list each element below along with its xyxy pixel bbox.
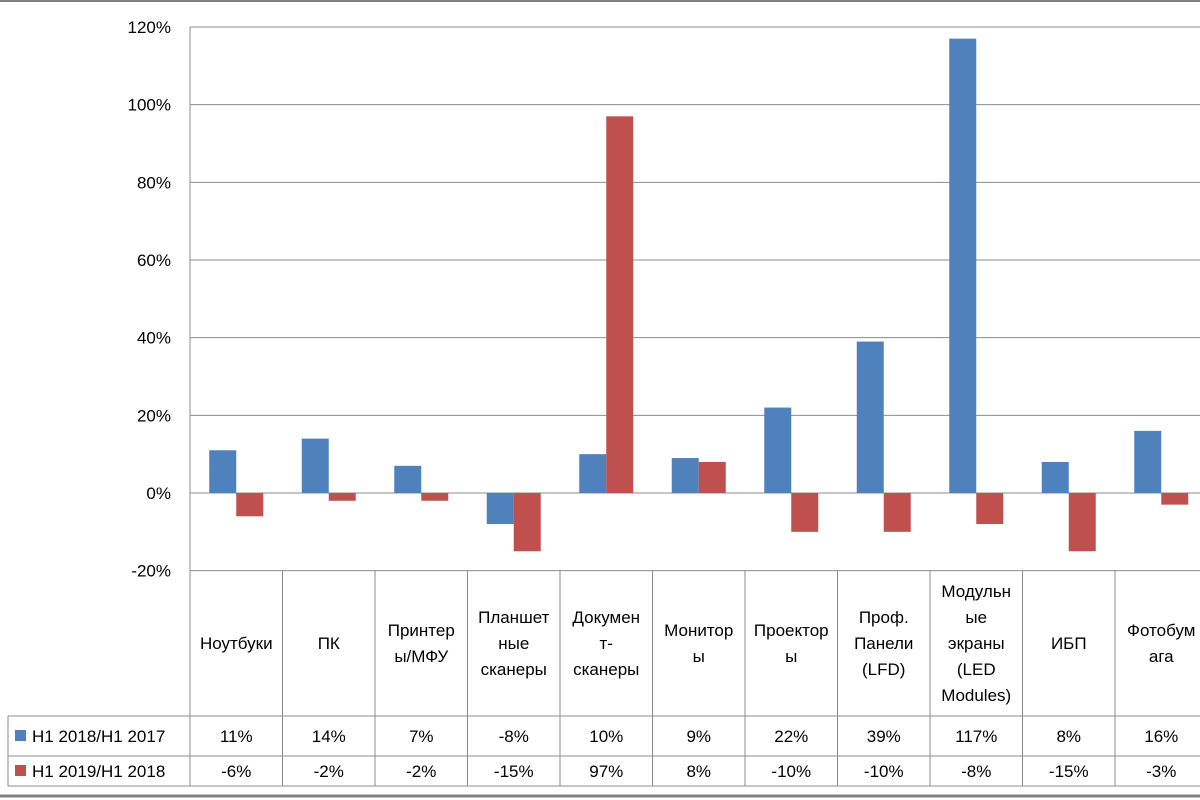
bar-series-2 (328, 493, 356, 501)
data-label: -2% (314, 762, 344, 781)
legend-swatch (15, 730, 26, 741)
bar-series-1 (1041, 461, 1069, 493)
bar-series-2 (513, 493, 541, 552)
bar-series-1 (671, 458, 699, 493)
data-label: -8% (499, 727, 529, 746)
bar-series-1 (1134, 430, 1162, 493)
data-label: 14% (312, 727, 346, 746)
data-label: 10% (589, 727, 623, 746)
y-tick-label: 60% (137, 251, 171, 270)
bar-series-1 (209, 450, 237, 493)
y-tick-label: 80% (137, 173, 171, 192)
data-label: 9% (686, 727, 711, 746)
bar-series-2 (698, 461, 726, 493)
category-label: ИБП (1051, 634, 1087, 653)
bar-series-2 (236, 493, 264, 517)
category-label: Фотобум ага (1127, 621, 1195, 666)
data-label: 97% (589, 762, 623, 781)
category-label: Принтер ы/МФУ (388, 621, 455, 666)
category-label: Проектор ы (754, 621, 829, 666)
data-label: -10% (864, 762, 904, 781)
category-label: Докумен т-сканеры (572, 608, 640, 679)
data-label: -6% (221, 762, 251, 781)
data-label: -10% (771, 762, 811, 781)
bar-series-2 (791, 493, 819, 532)
bar-series-2 (1161, 493, 1189, 505)
data-label: -15% (494, 762, 534, 781)
data-label: 11% (220, 727, 253, 746)
bar-series-2 (976, 493, 1004, 525)
bar-series-1 (301, 438, 329, 493)
category-label: Ноутбуки (200, 634, 273, 653)
y-tick-label: 40% (137, 329, 171, 348)
data-label: 39% (867, 727, 901, 746)
bars (209, 38, 1189, 552)
bar-series-2 (1068, 493, 1096, 552)
y-tick-label: 0% (146, 484, 171, 503)
y-tick-label: 20% (137, 406, 171, 425)
data-label: 7% (409, 727, 434, 746)
bar-series-1 (486, 493, 514, 525)
legend-label: H1 2019/H1 2018 (32, 762, 165, 781)
bar-series-1 (579, 454, 607, 493)
category-label: Проф. Панели (LFD) (854, 608, 913, 679)
legend-swatch (15, 765, 26, 776)
bar-series-1 (949, 38, 977, 494)
y-tick-label: 120% (128, 18, 171, 37)
bar-series-1 (394, 465, 422, 493)
category-label: ПК (318, 634, 340, 653)
data-label: -8% (961, 762, 991, 781)
legend-label: H1 2018/H1 2017 (32, 727, 165, 746)
data-label: 16% (1144, 727, 1178, 746)
data-label: 22% (774, 727, 808, 746)
data-label: 117% (955, 727, 997, 746)
data-label: -3% (1146, 762, 1176, 781)
data-label: 8% (686, 762, 711, 781)
category-label: Модульн ые экраны (LED Modules) (941, 582, 1011, 705)
bar-series-2 (606, 116, 634, 494)
y-tick-label: -20% (131, 562, 171, 581)
data-label: 8% (1056, 727, 1081, 746)
category-label: Планшет ные сканеры (478, 608, 550, 679)
y-axis-ticks: -20% 0% 20% 40% 60% 80% 100% 120% (128, 18, 171, 581)
y-tick-label: 100% (128, 96, 171, 115)
bar-series-2 (421, 493, 449, 501)
data-table: Ноутбуки ПК Принтер ы/МФУ Планшет ные сканеры Д… (7, 570, 1200, 787)
bar-series-1 (856, 341, 884, 493)
data-label: -15% (1049, 762, 1089, 781)
bar-series-2 (883, 493, 911, 532)
bar-series-1 (764, 407, 792, 493)
category-label: Монитор ы (664, 621, 733, 666)
data-label: -2% (406, 762, 436, 781)
